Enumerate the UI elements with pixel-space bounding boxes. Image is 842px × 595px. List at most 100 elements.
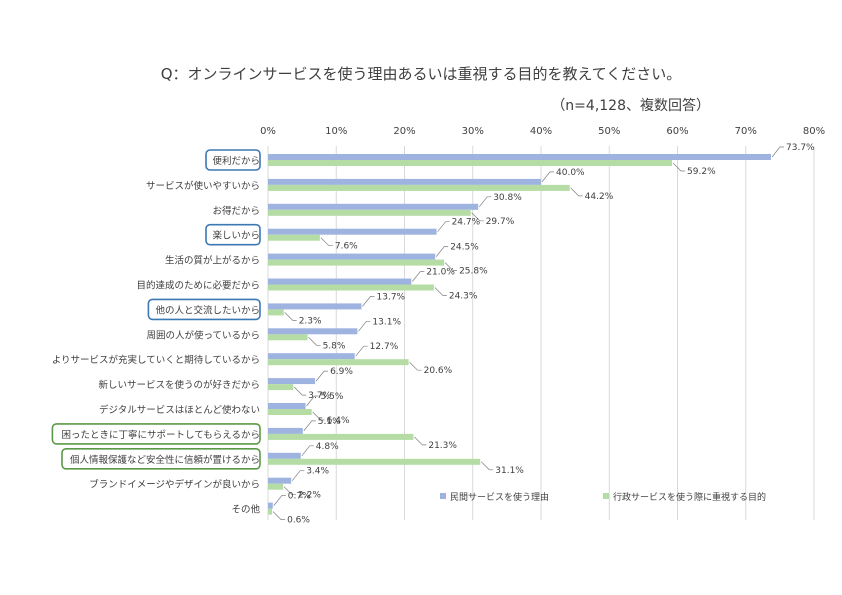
leader-line xyxy=(294,386,307,396)
x-tick-label: 0% xyxy=(260,126,276,137)
data-label-series-0: 13.7% xyxy=(377,292,406,302)
bar-series-0 xyxy=(268,253,436,260)
leader-line xyxy=(301,445,314,457)
legend-label-series-1: 行政サービスを使う際に重視する目的 xyxy=(613,491,766,503)
data-label-series-1: 31.1% xyxy=(495,466,524,476)
leader-line xyxy=(355,345,368,357)
legend: 民間サービスを使う理由 行政サービスを使う際に重視する目的 xyxy=(440,491,766,503)
bar-series-1 xyxy=(268,160,673,166)
data-label-series-0: 40.0% xyxy=(556,168,585,178)
leader-line xyxy=(409,361,422,371)
category-label: 楽しいから xyxy=(212,230,260,242)
bar-series-0 xyxy=(268,502,273,509)
data-label-series-1: 2.3% xyxy=(299,316,322,326)
x-axis-ticks: 0% 10% 20% 30% 40% 50% 60% 70% 80% xyxy=(260,126,825,137)
bar-series-0 xyxy=(268,477,292,484)
bar-series-0 xyxy=(268,203,479,210)
leader-line xyxy=(414,436,427,446)
category-label: 新しいサービスを使うのが好きだから xyxy=(98,379,260,391)
category-label: 目的達成のために必要だから xyxy=(136,280,260,292)
highlight-box xyxy=(51,423,261,445)
bar-series-1 xyxy=(268,234,320,241)
leader-line xyxy=(362,296,375,307)
data-label-series-1: 20.6% xyxy=(424,366,453,376)
leader-line xyxy=(672,162,686,172)
bar-series-0 xyxy=(268,427,303,434)
data-label-series-0: 24.7% xyxy=(452,218,481,228)
bar-series-1 xyxy=(268,184,570,191)
data-label-series-0: 6.9% xyxy=(330,367,353,377)
data-label-series-0: 73.7% xyxy=(786,143,815,153)
bar-series-0 xyxy=(268,403,306,409)
x-tick-label: 80% xyxy=(803,126,825,137)
bar-series-1 xyxy=(268,384,294,391)
highlight-box xyxy=(147,298,261,321)
leader-line xyxy=(771,146,785,158)
category-label: ブランドイメージやデザインが良いから xyxy=(89,479,260,491)
data-label-series-0: 30.8% xyxy=(493,193,522,203)
leader-line xyxy=(358,320,371,332)
data-label-series-1: 24.3% xyxy=(449,292,478,302)
bar-series-0 xyxy=(268,178,541,185)
bar-series-0 xyxy=(268,353,355,360)
data-label-series-1: 5.8% xyxy=(323,341,346,351)
legend-swatch-series-1 xyxy=(603,493,609,499)
data-label-series-1: 6.4% xyxy=(327,416,350,426)
data-label-series-1: 3.7% xyxy=(308,391,331,401)
bar-series-1 xyxy=(268,359,409,366)
highlight-box xyxy=(61,447,261,470)
bar-series-1 xyxy=(268,259,445,266)
x-tick-label: 50% xyxy=(598,126,620,137)
category-label: その他 xyxy=(231,504,260,516)
legend-swatch-series-0 xyxy=(440,493,446,499)
leader-line xyxy=(471,212,484,222)
leader-line xyxy=(444,262,458,271)
leader-line xyxy=(303,420,316,432)
x-tick-label: 40% xyxy=(530,126,552,137)
leader-line xyxy=(478,196,492,208)
leader-line xyxy=(306,395,319,407)
chart-subtitle: （n=4,128、複数回答） xyxy=(551,98,710,114)
data-labels: 73.7% 59.2% 40.0% 44.2% 30.8% 29.7% 24.7% 7.6% 2… xyxy=(272,143,815,526)
legend-label-series-0: 民間サービスを使う理由 xyxy=(450,491,549,503)
bar-series-1 xyxy=(268,483,284,490)
data-label-series-0: 5.5% xyxy=(321,392,344,402)
bar-series-0 xyxy=(268,278,412,285)
data-label-series-1: 59.2% xyxy=(687,167,716,177)
category-label: お得だから xyxy=(212,205,260,217)
bar-series-1 xyxy=(268,433,414,440)
leader-line xyxy=(541,171,554,183)
bar-series-1 xyxy=(268,334,308,341)
bar-series-0 xyxy=(268,154,772,160)
leader-line xyxy=(284,312,297,321)
leader-line xyxy=(412,271,425,282)
data-label-series-1: 25.8% xyxy=(459,267,488,277)
data-label-series-0: 24.5% xyxy=(450,243,479,253)
data-label-series-0: 12.7% xyxy=(370,342,399,352)
data-label-series-0: 5.1% xyxy=(318,417,341,427)
category-label: 個人情報保護など安全性に信頼が置けるから xyxy=(70,454,260,466)
bar-series-1 xyxy=(268,508,273,515)
category-label: よりサービスが充実していくと期待しているから xyxy=(52,354,260,366)
leader-line xyxy=(570,187,583,197)
highlight-box xyxy=(205,149,261,171)
leader-line xyxy=(320,237,333,247)
bar-series-1 xyxy=(268,458,481,465)
bars xyxy=(268,154,772,515)
bar-series-1 xyxy=(268,409,312,415)
bar-series-0 xyxy=(268,328,358,335)
x-tick-label: 60% xyxy=(666,126,688,137)
chart-title: Q：オンラインサービスを使う理由あるいは重視する目的を教えてください。 xyxy=(160,65,682,83)
leader-line xyxy=(435,246,449,257)
data-label-series-1: 7.6% xyxy=(335,242,358,252)
data-label-series-0: 3.4% xyxy=(306,467,329,477)
data-label-series-1: 44.2% xyxy=(585,192,614,202)
bar-series-1 xyxy=(268,209,471,216)
leader-line xyxy=(273,495,286,506)
x-tick-label: 70% xyxy=(735,126,757,137)
data-label-series-0: 13.1% xyxy=(372,317,401,327)
category-label: 困ったときに丁寧にサポートしてもらえるから xyxy=(62,429,260,441)
bar-series-0 xyxy=(268,303,362,310)
data-label-series-1: 21.3% xyxy=(428,441,457,451)
data-label-series-1: 0.6% xyxy=(287,516,310,526)
